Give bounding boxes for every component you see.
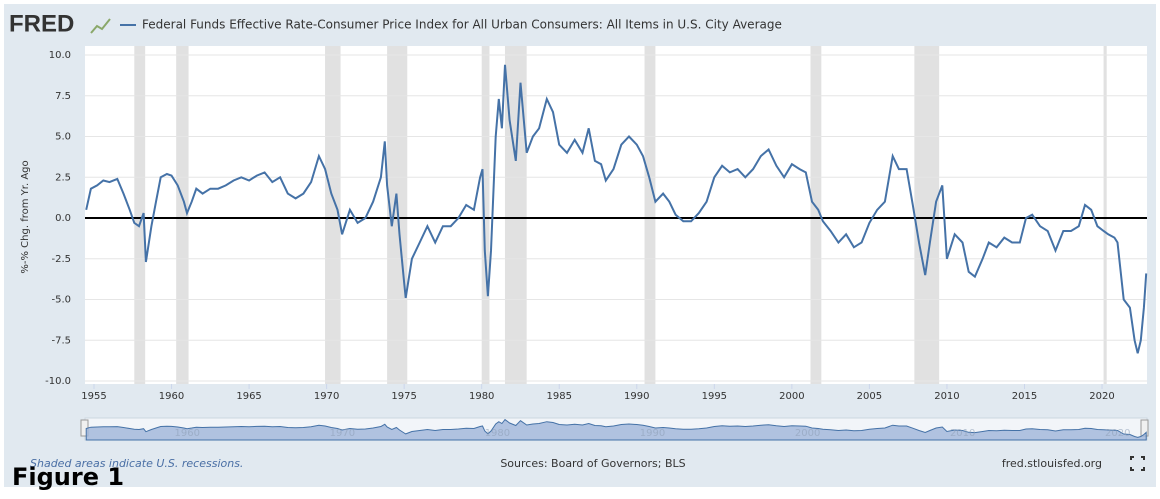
- recession-band: [481, 46, 490, 384]
- navigator-tick-label: 2010: [950, 428, 975, 439]
- y-tick-label: 7.5: [55, 91, 71, 102]
- x-tick-label: 1980: [469, 391, 494, 402]
- x-tick-label: 1960: [159, 391, 184, 402]
- x-tick-label: 1965: [236, 391, 261, 402]
- x-tick-label: 1990: [624, 391, 649, 402]
- x-tick-label: 2020: [1089, 391, 1114, 402]
- navigator-line: [85, 418, 1147, 441]
- y-tick-label: 0.0: [55, 213, 71, 224]
- recession-band: [914, 46, 940, 384]
- y-axis-label: %-% Chg. from Yr. Ago: [20, 160, 31, 273]
- sources: Sources: Board of Governors; BLS: [500, 457, 685, 470]
- y-tick-label: -5.0: [51, 295, 71, 306]
- x-tick-label: 2010: [934, 391, 959, 402]
- plot-area: [85, 46, 1147, 384]
- navigator-tick-label: 1960: [175, 428, 200, 439]
- y-tick-label: 10.0: [49, 50, 71, 61]
- recession-band: [810, 46, 822, 384]
- y-tick-label: -10.0: [45, 376, 71, 387]
- navigator-tick-label: 2000: [795, 428, 820, 439]
- navigator-tick-label: 2020: [1105, 428, 1130, 439]
- y-tick-label: 2.5: [55, 172, 71, 183]
- x-tick-label: 1955: [81, 391, 106, 402]
- x-tick-label: 2015: [1012, 391, 1037, 402]
- navigator-tick-label: 1970: [330, 428, 355, 439]
- recession-band: [644, 46, 656, 384]
- x-tick-label: 1970: [314, 391, 339, 402]
- fullscreen-icon[interactable]: [1130, 456, 1145, 471]
- y-tick-label: 5.0: [55, 132, 71, 143]
- x-tick-label: 2005: [857, 391, 882, 402]
- series-line: [85, 64, 1148, 354]
- x-tick-label: 1985: [547, 391, 572, 402]
- logo: FRED: [9, 10, 74, 37]
- x-tick-label: 1975: [391, 391, 416, 402]
- y-tick-label: -2.5: [51, 254, 71, 265]
- y-tick-label: -7.5: [51, 335, 71, 346]
- x-tick-label: 2000: [779, 391, 804, 402]
- recession-band: [1103, 46, 1107, 384]
- figure-caption: Figure 1: [12, 463, 124, 491]
- navigator-tick-label: 1990: [640, 428, 665, 439]
- logo-icon: [90, 18, 111, 34]
- recession-band: [134, 46, 146, 384]
- x-tick-label: 1995: [702, 391, 727, 402]
- legend-label: Federal Funds Effective Rate-Consumer Pr…: [142, 18, 782, 32]
- recession-note: Shaded areas indicate U.S. recessions.: [30, 457, 243, 470]
- site-link[interactable]: fred.stlouisfed.org: [1002, 457, 1102, 470]
- navigator-tick-label: 1980: [485, 428, 510, 439]
